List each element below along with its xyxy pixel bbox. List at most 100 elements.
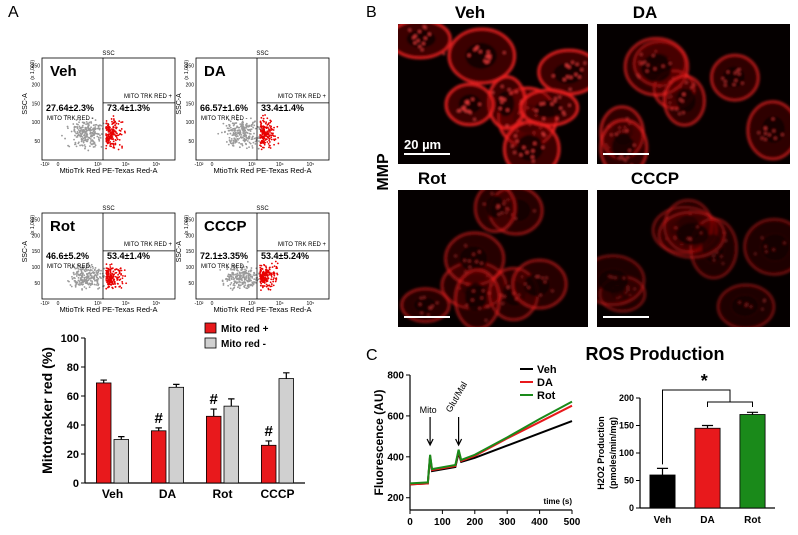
event-dot (246, 267, 248, 269)
event-dot (264, 114, 266, 116)
event-dot (258, 126, 260, 129)
event-dot (240, 133, 243, 136)
speckle (670, 107, 674, 111)
event-dot (261, 275, 264, 278)
event-dot (95, 123, 98, 126)
event-dot (262, 127, 265, 130)
speckle (457, 109, 460, 113)
y-tick-label: 150 (186, 101, 195, 107)
event-dot (265, 271, 268, 274)
event-dot (88, 265, 90, 267)
event-dot (85, 128, 87, 131)
event-dot (70, 267, 73, 270)
event-dot (74, 277, 76, 280)
event-dot (266, 117, 269, 120)
event-dot (115, 122, 118, 125)
event-dot (111, 136, 114, 138)
event-dot (76, 132, 79, 135)
event-dot (232, 144, 235, 147)
event-dot (248, 125, 251, 128)
speckle (515, 90, 518, 93)
event-dot (86, 140, 89, 143)
nucleus (552, 62, 584, 85)
event-dot (96, 132, 98, 135)
gate-label: MITO TRK RED - (47, 264, 93, 270)
event-dot (265, 266, 268, 269)
annotation: # (265, 423, 274, 440)
event-dot (93, 137, 96, 139)
speckle (480, 296, 484, 300)
axis-unit: (x 1,000) (30, 215, 36, 235)
event-dot (107, 141, 110, 143)
event-dot (105, 133, 107, 135)
event-dot (90, 121, 92, 123)
event-dot (114, 143, 117, 146)
event-dot (75, 283, 78, 285)
event-dot (89, 135, 92, 138)
event-dot (227, 273, 230, 276)
speckle (734, 79, 738, 82)
event-dot (89, 138, 92, 140)
speckle (721, 77, 724, 80)
event-dot (121, 277, 124, 280)
event-dot (273, 277, 275, 279)
speckle (418, 303, 422, 306)
event-dot (78, 121, 80, 124)
speckle (428, 306, 431, 310)
event-dot (100, 133, 103, 135)
event-dot (243, 135, 246, 138)
event-dot (71, 277, 74, 280)
speckle (436, 301, 439, 304)
event-dot (88, 121, 91, 124)
event-dot (116, 132, 118, 135)
event-dot (237, 131, 239, 134)
speckle (608, 275, 611, 278)
speckle (553, 99, 557, 103)
speckle (768, 133, 771, 137)
event-dot (89, 127, 92, 130)
event-dot (93, 142, 96, 145)
axis-title: MtioTrk Red PE-Texas Red-A (213, 305, 311, 314)
event-dot (228, 119, 230, 122)
event-dot (114, 124, 116, 127)
event-dot (245, 131, 248, 134)
speckle (509, 92, 513, 95)
speckle (614, 276, 617, 279)
event-dot (246, 285, 249, 288)
event-dot (232, 284, 235, 287)
event-dot (115, 127, 118, 130)
event-dot (107, 273, 110, 275)
event-dot (271, 266, 274, 268)
speckle (699, 231, 703, 235)
event-dot (244, 124, 247, 126)
event-dot (252, 282, 255, 285)
event-dot (266, 273, 269, 276)
gate-label: MITO TRK RED + (278, 94, 326, 100)
event-dot (94, 144, 97, 147)
event-dot (117, 123, 120, 125)
speckle (575, 62, 579, 66)
event-dot (230, 278, 233, 281)
x-tick-label: 10⁴ (276, 162, 284, 168)
event-dot (74, 284, 77, 287)
event-dot (110, 118, 113, 120)
event-dot (259, 134, 262, 137)
event-dot (271, 134, 274, 137)
event-dot (69, 284, 72, 286)
annotation: # (155, 410, 164, 427)
event-dot (75, 136, 78, 138)
speckle (488, 54, 492, 58)
event-dot (81, 136, 84, 138)
event-dot (116, 277, 118, 279)
event-dot (273, 126, 275, 129)
event-dot (85, 133, 88, 136)
event-dot (252, 274, 255, 276)
event-dot (94, 132, 97, 135)
y-tick-label: 100 (619, 448, 634, 458)
event-dot (86, 138, 89, 141)
event-dot (94, 267, 97, 269)
event-dot (91, 117, 94, 119)
event-dot (274, 138, 277, 141)
event-dot (260, 267, 263, 270)
speckle (563, 113, 566, 116)
